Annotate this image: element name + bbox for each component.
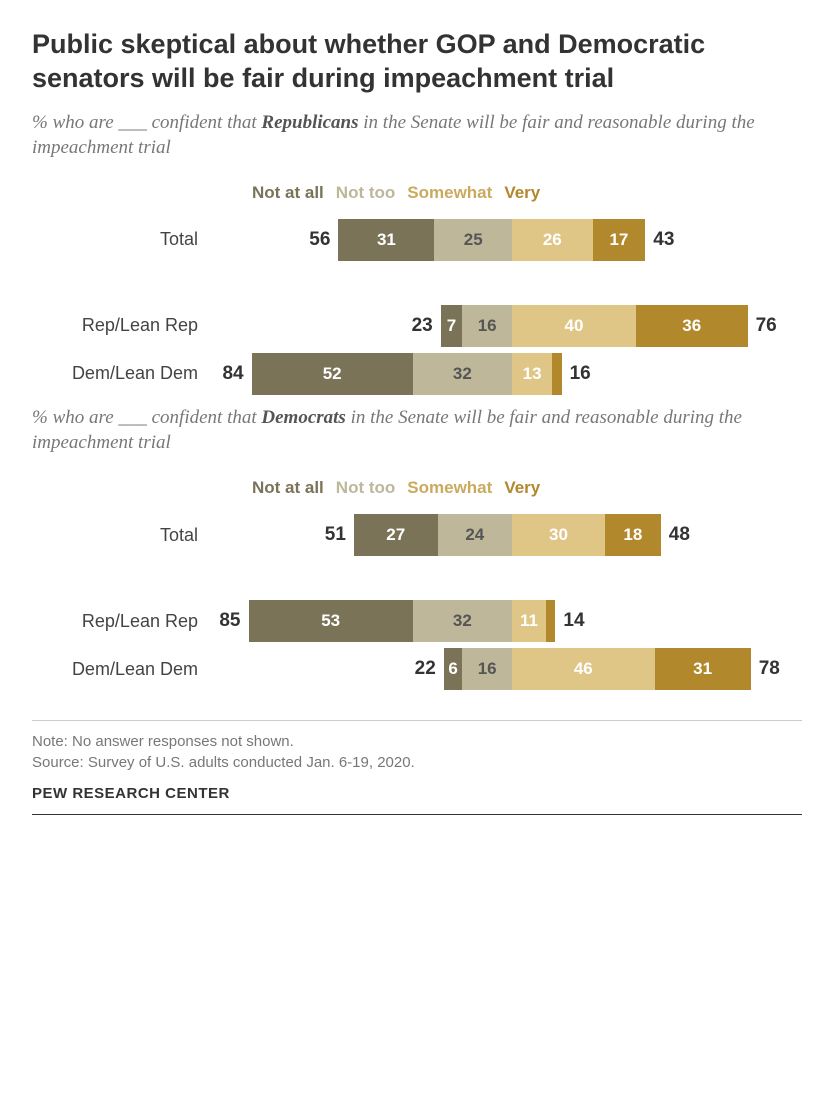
footer: Note: No answer responses not shown. Sou… xyxy=(32,720,802,815)
right-total: 43 xyxy=(653,219,674,261)
bar-container: 523213 xyxy=(252,353,562,395)
bar-segment: 13 xyxy=(512,353,552,395)
bar-area: 8553321114 xyxy=(212,600,752,642)
bar-segment xyxy=(546,600,555,642)
bar-area: 22616463178 xyxy=(212,648,752,690)
chart-row: Total512724301848 xyxy=(32,514,802,556)
right-total: 78 xyxy=(759,648,780,690)
row-label: Dem/Lean Dem xyxy=(32,363,212,384)
bar-segment: 6 xyxy=(444,648,463,690)
bar-segment: 11 xyxy=(512,600,546,642)
right-total: 16 xyxy=(570,353,591,395)
left-total: 23 xyxy=(412,305,433,347)
legend-item: Not too xyxy=(336,478,395,498)
bar-segment: 52 xyxy=(252,353,413,395)
left-total: 85 xyxy=(219,600,240,642)
note-text: Note: No answer responses not shown. xyxy=(32,733,802,750)
bar-segment: 32 xyxy=(413,600,512,642)
chart-row: Rep/Lean Rep8553321114 xyxy=(32,600,802,642)
bar-segment: 17 xyxy=(593,219,646,261)
bar-segment: 27 xyxy=(354,514,438,556)
chart-row: Dem/Lean Dem 22616463178 xyxy=(32,648,802,690)
right-total: 14 xyxy=(563,600,584,642)
bar-segment: 26 xyxy=(512,219,593,261)
bar-segment: 53 xyxy=(249,600,413,642)
bar-segment: 24 xyxy=(438,514,512,556)
bar-container: 7164036 xyxy=(441,305,748,347)
bar-area: 512724301848 xyxy=(212,514,752,556)
left-total: 22 xyxy=(415,648,436,690)
chart-block-0: % who are ___ confident that Republicans… xyxy=(32,110,802,395)
bar-container: 27243018 xyxy=(354,514,661,556)
bar-segment: 31 xyxy=(655,648,751,690)
brand-text: PEW RESEARCH CENTER xyxy=(32,785,802,815)
bar-segment: 30 xyxy=(512,514,605,556)
row-label: Rep/Lean Rep xyxy=(32,315,212,336)
bar-segment: 32 xyxy=(413,353,512,395)
bar-segment: 16 xyxy=(462,305,512,347)
chart-legend: Not at all Not too Somewhat Very xyxy=(252,478,802,498)
chart-row: Rep/Lean Rep 23716403676 xyxy=(32,305,802,347)
bar-segment: 16 xyxy=(462,648,512,690)
chart-subtitle: % who are ___ confident that Republicans… xyxy=(32,110,802,161)
legend-item: Very xyxy=(504,183,540,203)
chart-row: Dem/Lean Dem8452321316 xyxy=(32,353,802,395)
chart-title: Public skeptical about whether GOP and D… xyxy=(32,28,802,96)
bar-segment: 36 xyxy=(636,305,748,347)
legend-item: Somewhat xyxy=(407,183,492,203)
legend-item: Not too xyxy=(336,183,395,203)
chart-legend: Not at all Not too Somewhat Very xyxy=(252,183,802,203)
row-label: Total xyxy=(32,525,212,546)
bar-segment: 18 xyxy=(605,514,661,556)
chart-block-1: % who are ___ confident that Democrats i… xyxy=(32,405,802,690)
right-total: 76 xyxy=(756,305,777,347)
bar-segment: 46 xyxy=(512,648,655,690)
bar-area: 23716403676 xyxy=(212,305,752,347)
bar-container: 6164631 xyxy=(444,648,751,690)
legend-item: Somewhat xyxy=(407,478,492,498)
bar-segment: 25 xyxy=(434,219,512,261)
chart-subtitle: % who are ___ confident that Democrats i… xyxy=(32,405,802,456)
left-total: 51 xyxy=(325,514,346,556)
source-text: Source: Survey of U.S. adults conducted … xyxy=(32,754,802,771)
bar-container: 31252617 xyxy=(338,219,645,261)
bar-segment xyxy=(552,353,561,395)
row-label: Total xyxy=(32,229,212,250)
bar-area: 8452321316 xyxy=(212,353,752,395)
bar-area: 563125261743 xyxy=(212,219,752,261)
bar-segment: 7 xyxy=(441,305,463,347)
row-label: Dem/Lean Dem xyxy=(32,659,212,680)
left-total: 84 xyxy=(222,353,243,395)
bar-segment: 40 xyxy=(512,305,636,347)
bar-segment: 31 xyxy=(338,219,434,261)
right-total: 48 xyxy=(669,514,690,556)
legend-item: Very xyxy=(504,478,540,498)
bar-container: 533211 xyxy=(249,600,556,642)
legend-item: Not at all xyxy=(252,183,324,203)
legend-item: Not at all xyxy=(252,478,324,498)
chart-row: Total563125261743 xyxy=(32,219,802,261)
row-label: Rep/Lean Rep xyxy=(32,611,212,632)
left-total: 56 xyxy=(309,219,330,261)
